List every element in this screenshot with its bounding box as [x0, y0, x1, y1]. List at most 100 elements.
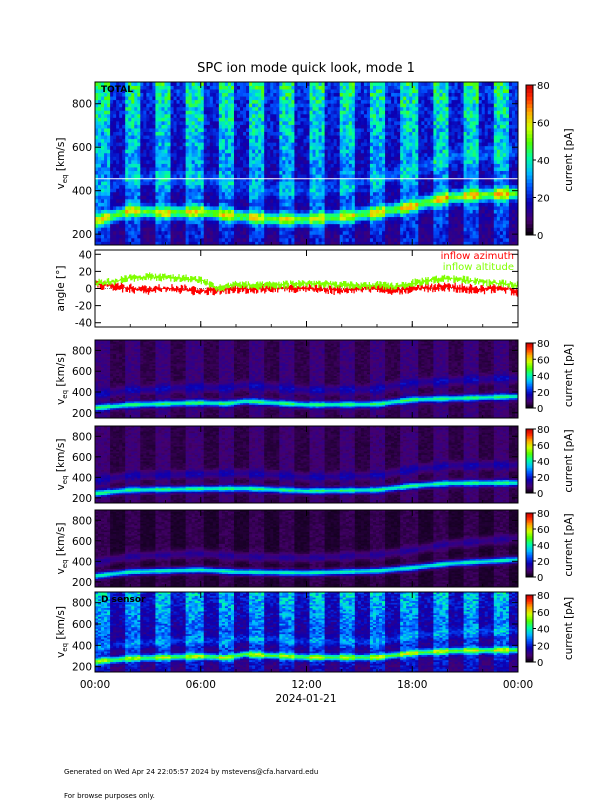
heatmap-cell: [376, 135, 379, 139]
heatmap-cell: [370, 217, 373, 221]
heatmap-cell: [340, 128, 343, 132]
heatmap-cell: [237, 210, 240, 214]
heatmap-cell: [288, 167, 291, 171]
heatmap-cell: [234, 117, 237, 121]
heatmap-cell: [291, 217, 294, 221]
heatmap-cell: [186, 192, 189, 196]
heatmap-cell: [246, 181, 249, 185]
heatmap-cell: [343, 149, 346, 153]
heatmap-cell: [303, 220, 306, 224]
heatmap-cell: [183, 96, 186, 100]
heatmap-cell: [346, 128, 349, 132]
heatmap-cell: [164, 234, 167, 238]
heatmap-cell: [361, 192, 364, 196]
heatmap-cell: [343, 202, 346, 206]
heatmap-cell: [137, 125, 140, 129]
heatmap-cell: [279, 188, 282, 192]
heatmap-cell: [319, 107, 322, 111]
heatmap-cell: [379, 199, 382, 203]
heatmap-cell: [149, 149, 152, 153]
heatmap-cell: [128, 103, 131, 107]
heatmap-cell: [288, 238, 291, 242]
heatmap-cell: [219, 96, 222, 100]
heatmap-cell: [297, 185, 300, 189]
heatmap-cell: [189, 238, 192, 242]
heatmap-cell: [340, 153, 343, 157]
heatmap-cell: [198, 213, 201, 217]
heatmap-cell: [134, 100, 137, 104]
heatmap-cell: [270, 107, 273, 111]
heatmap-cell: [125, 125, 128, 129]
heatmap-cell: [171, 139, 174, 143]
heatmap-cell: [174, 135, 177, 139]
heatmap-cell: [149, 202, 152, 206]
heatmap-cell: [98, 238, 101, 242]
heatmap-cell: [152, 206, 155, 210]
heatmap-cell: [400, 121, 403, 125]
heatmap-cell: [258, 110, 261, 114]
heatmap-cell: [412, 206, 415, 210]
heatmap-cell: [128, 174, 131, 178]
heatmap-cell: [325, 153, 328, 157]
heatmap-cell: [382, 156, 385, 160]
heatmap-cell: [177, 206, 180, 210]
heatmap-cell: [352, 181, 355, 185]
heatmap-cell: [158, 125, 161, 129]
heatmap-cell: [313, 100, 316, 104]
heatmap-cell: [128, 234, 131, 238]
heatmap-cell: [213, 231, 216, 235]
heatmap-cell: [294, 103, 297, 107]
heatmap-cell: [316, 164, 319, 168]
heatmap-cell: [355, 128, 358, 132]
heatmap-cell: [282, 114, 285, 118]
heatmap-cell: [146, 167, 149, 171]
heatmap-cell: [397, 160, 400, 164]
heatmap-cell: [180, 135, 183, 139]
heatmap-cell: [189, 213, 192, 217]
heatmap-cell: [161, 93, 164, 97]
heatmap-cell: [113, 153, 116, 157]
heatmap-cell: [316, 210, 319, 214]
heatmap-cell: [222, 117, 225, 121]
heatmap-cell: [122, 188, 125, 192]
heatmap-cell: [346, 202, 349, 206]
heatmap-cell: [322, 135, 325, 139]
heatmap-cell: [171, 202, 174, 206]
heatmap-cell: [168, 206, 171, 210]
heatmap-cell: [195, 82, 198, 86]
heatmap-cell: [382, 164, 385, 168]
heatmap-cell: [346, 93, 349, 97]
heatmap-cell: [297, 103, 300, 107]
heatmap-cell: [207, 164, 210, 168]
heatmap-cell: [352, 202, 355, 206]
heatmap-cell: [364, 142, 367, 146]
heatmap-cell: [210, 110, 213, 114]
heatmap-cell: [334, 224, 337, 228]
heatmap-cell: [279, 167, 282, 171]
heatmap-cell: [210, 132, 213, 136]
heatmap-cell: [222, 195, 225, 199]
heatmap-cell: [186, 153, 189, 157]
heatmap-cell: [222, 96, 225, 100]
heatmap-cell: [210, 234, 213, 238]
heatmap-cell: [340, 171, 343, 175]
heatmap-cell: [192, 164, 195, 168]
heatmap-cell: [216, 125, 219, 129]
heatmap-cell: [171, 206, 174, 210]
heatmap-cell: [164, 96, 167, 100]
heatmap-cell: [367, 220, 370, 224]
heatmap-cell: [107, 188, 110, 192]
heatmap-cell: [397, 103, 400, 107]
heatmap-cell: [101, 110, 104, 114]
heatmap-cell: [149, 199, 152, 203]
heatmap-cell: [412, 156, 415, 160]
heatmap-cell: [382, 153, 385, 157]
heatmap-cell: [382, 142, 385, 146]
heatmap-cell: [421, 188, 424, 192]
heatmap-cell: [352, 103, 355, 107]
heatmap-cell: [104, 188, 107, 192]
heatmap-cell: [186, 107, 189, 111]
heatmap-cell: [240, 217, 243, 221]
heatmap-cell: [216, 234, 219, 238]
heatmap-cell: [394, 100, 397, 104]
